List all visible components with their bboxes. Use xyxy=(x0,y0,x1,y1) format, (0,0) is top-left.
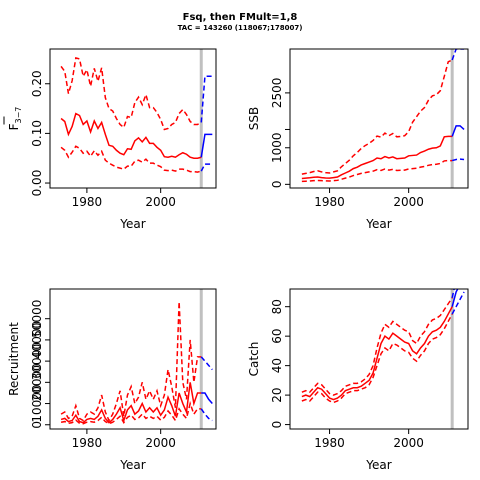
ssb-y-tick-label: 1000 xyxy=(270,132,284,163)
recruitment-historical-lower-line xyxy=(60,400,202,425)
recruitment-y-tick-label: 30000 xyxy=(30,342,44,380)
ssb-y-tick-label: 2500 xyxy=(270,78,284,109)
ssb-frame xyxy=(289,48,469,189)
ssb-y-tick-label: 0 xyxy=(270,181,284,189)
ssb-historical-lower-line xyxy=(301,159,453,183)
fbar-y-tick-label: 0.10 xyxy=(30,120,44,147)
figure-title: Fsq, then FMult=1,8 xyxy=(183,12,298,23)
recruitment-x-tick-label: 2000 xyxy=(145,436,176,450)
catch-x-axis-label: Year xyxy=(365,458,391,472)
figure-subtitle: TAC = 143260 (118067;178007) xyxy=(178,24,303,32)
catch-x-tick-label: 2000 xyxy=(393,436,424,450)
recruitment-projection-lower-line xyxy=(200,408,213,422)
catch-y-tick-label: 80 xyxy=(270,299,284,314)
recruitment-y-tick-label: 40000 xyxy=(30,321,44,359)
catch-projection-median-line xyxy=(451,289,459,307)
recruitment-y-tick-label: 10000 xyxy=(30,384,44,422)
fbar-y-tick-label: 0.20 xyxy=(30,70,44,97)
ssb-historical-median-line xyxy=(301,135,453,180)
recruitment-historical-upper-line xyxy=(60,301,202,423)
panel-fbar: 1980 2000 0.00 0.10 0.20 Year F3−7 xyxy=(3,48,217,231)
catch-y-axis-label: Catch xyxy=(247,342,261,377)
ssb-historical-upper-line xyxy=(301,59,453,175)
fbar-historical-upper-line xyxy=(60,57,202,131)
recruitment-y-tick-label: 20000 xyxy=(30,363,44,401)
ssb-projection-median-line xyxy=(451,125,465,137)
ssb-projection-lower-line xyxy=(451,158,465,162)
fbar-projection-lower-line xyxy=(200,163,213,172)
recruitment-y-tick-label: 50000 xyxy=(30,300,44,338)
fbar-x-axis-label: Year xyxy=(119,217,145,231)
fbar-x-tick-label: 1980 xyxy=(72,195,103,209)
fbar-frame xyxy=(49,48,217,189)
ssb-y-axis-label: SSB xyxy=(247,107,261,130)
ssb-x-axis-label: Year xyxy=(365,217,391,231)
fbar-historical-median-line xyxy=(60,112,202,159)
fbar-projection-upper-line xyxy=(200,75,213,123)
catch-y-tick-label: 40 xyxy=(270,358,284,373)
recruitment-frame xyxy=(49,288,217,430)
recruitment-series xyxy=(60,289,213,429)
catch-y-tick-label: 0 xyxy=(270,421,284,429)
recruitment-projection-median-line xyxy=(201,392,213,405)
ssb-x-tick-label: 1980 xyxy=(314,195,345,209)
panel-catch: 1980 2000 0 20 40 60 80 Year Catch xyxy=(247,288,469,472)
catch-y-tick-label: 60 xyxy=(270,329,284,344)
panel-ssb: 1980 2000 0 1000 2500 Year SSB xyxy=(247,48,469,231)
catch-series xyxy=(301,289,465,429)
fbar-y-axis-label: F3−7 xyxy=(7,107,23,131)
fbar-y-tick-label: 0.00 xyxy=(30,170,44,197)
fbar-y-axis-label-main: F xyxy=(7,123,21,130)
recruitment-x-tick-label: 1980 xyxy=(72,436,103,450)
catch-frame xyxy=(289,288,469,430)
fbar-projection-median-line xyxy=(200,133,213,158)
recruitment-y-axis-label: Recruitment xyxy=(7,322,21,396)
recruitment-historical-median-line xyxy=(60,382,202,424)
panel-recruitment: 1980 200001000020000300004000050000YearRe… xyxy=(7,288,217,472)
ssb-x-tick-label: 2000 xyxy=(393,195,424,209)
catch-projection-lower-line xyxy=(451,291,465,315)
fbar-series xyxy=(60,49,213,188)
catch-y-tick-label: 20 xyxy=(270,387,284,402)
catch-historical-median-line xyxy=(301,306,453,401)
fbar-y-axis-label-sub: 3−7 xyxy=(14,107,23,124)
ssb-series xyxy=(301,49,465,188)
catch-historical-lower-line xyxy=(301,313,453,404)
recruitment-x-axis-label: Year xyxy=(119,458,145,472)
catch-x-tick-label: 1980 xyxy=(314,436,345,450)
recruitment-y-tick-label: 0 xyxy=(30,421,44,429)
fbar-x-tick-label: 2000 xyxy=(145,195,176,209)
catch-historical-upper-line xyxy=(301,297,453,396)
recruitment-projection-upper-line xyxy=(200,356,213,371)
